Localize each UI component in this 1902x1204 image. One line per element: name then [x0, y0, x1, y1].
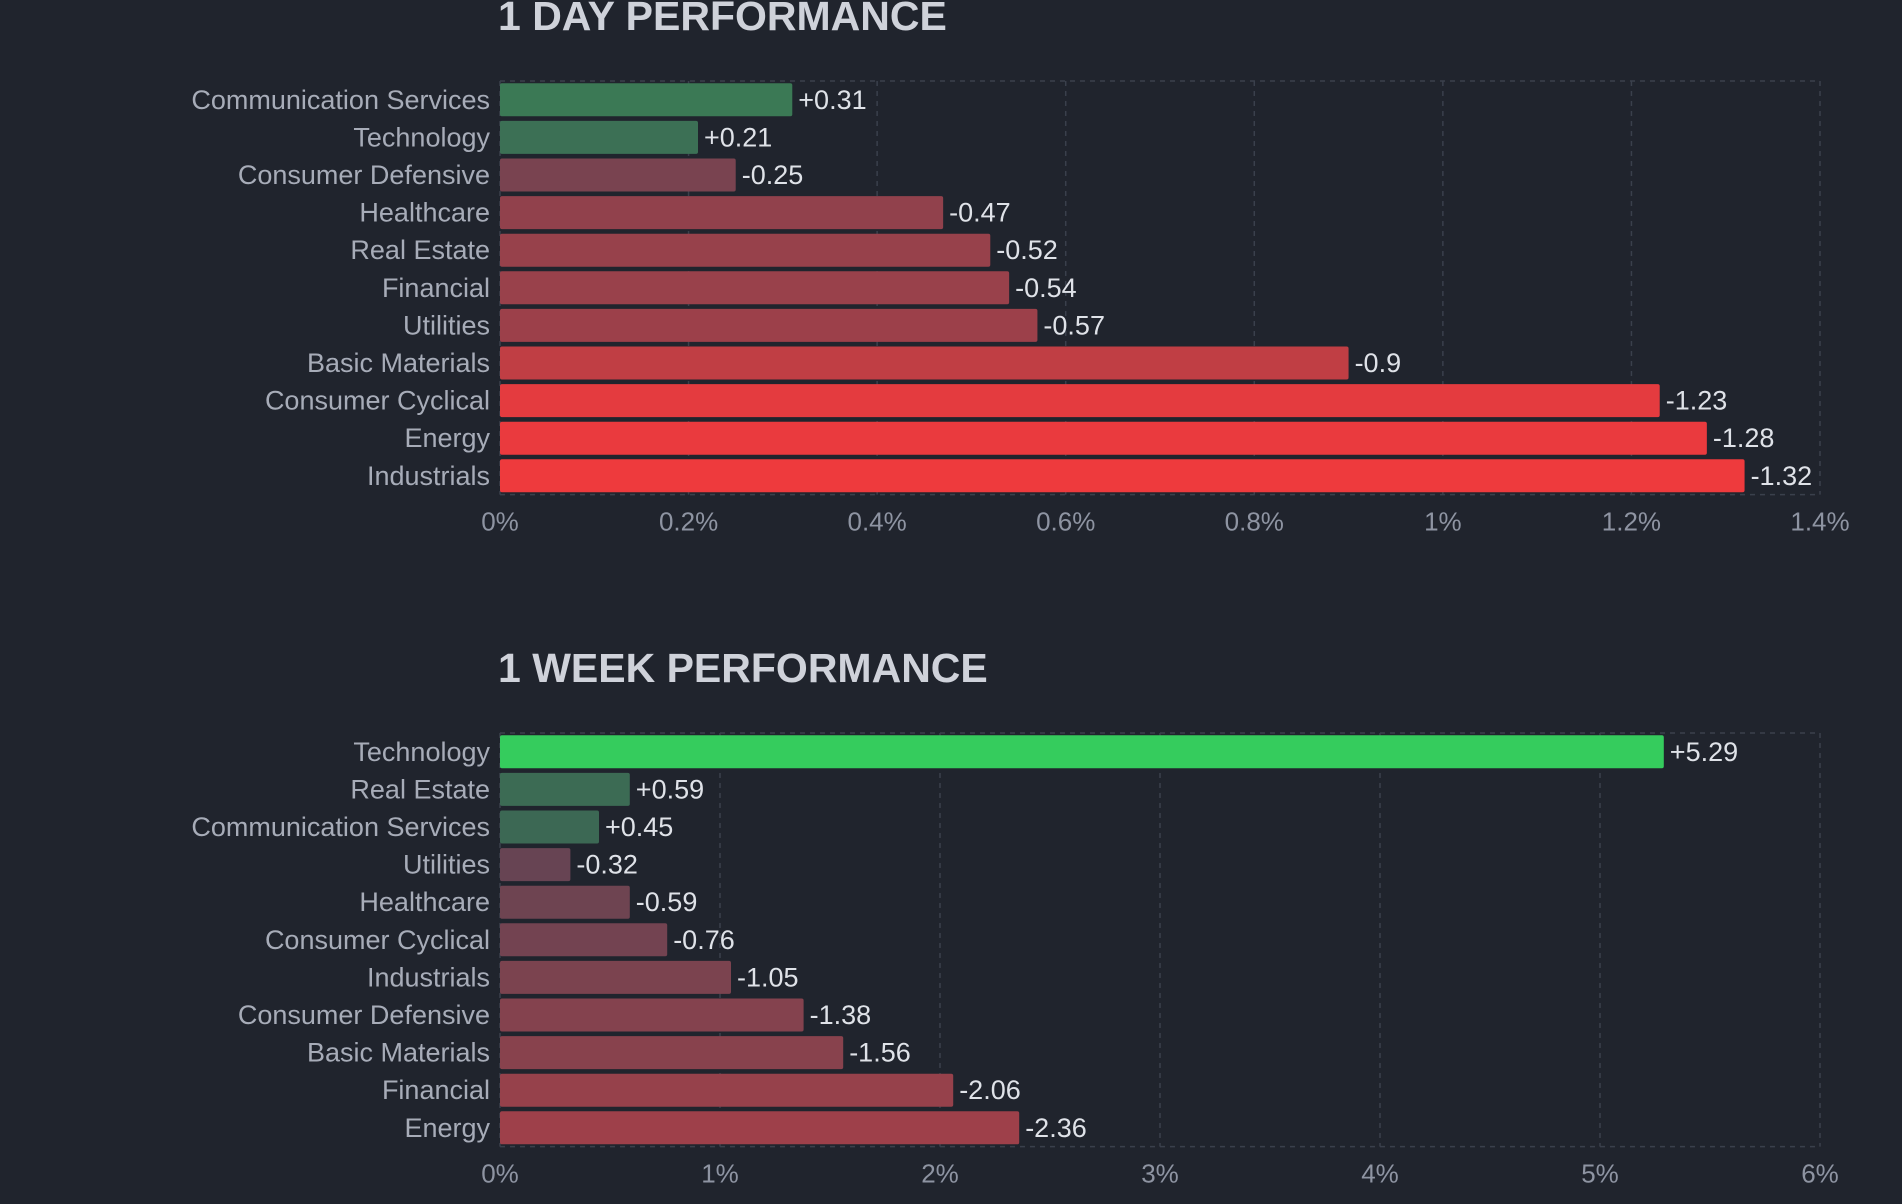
category-label: Healthcare: [359, 887, 490, 917]
bar[interactable]: [500, 923, 668, 957]
bar[interactable]: [500, 459, 1745, 493]
bar[interactable]: [500, 271, 1010, 305]
bars-layer: Communication Services +0.31 Technology +0.…: [191, 83, 1813, 493]
x-tick-label: 1.2%: [1602, 507, 1661, 537]
x-tick-label: 2%: [921, 1159, 959, 1189]
x-tick-label: 0%: [481, 1159, 519, 1189]
bar[interactable]: [500, 1073, 954, 1107]
bar[interactable]: [500, 1036, 844, 1070]
category-label: Utilities: [403, 310, 490, 340]
x-tick-label: 1.4%: [1790, 507, 1849, 537]
category-label: Technology: [353, 122, 490, 152]
category-label: Financial: [382, 1075, 490, 1105]
category-label: Real Estate: [350, 235, 490, 265]
value-label: -0.57: [1043, 310, 1105, 340]
x-tick-label: 3%: [1141, 1159, 1179, 1189]
value-label: -0.47: [949, 198, 1011, 228]
value-label: -0.25: [742, 160, 804, 190]
chart-title: 1 DAY PERFORMANCE: [498, 0, 947, 39]
bar[interactable]: [500, 772, 630, 806]
x-tick-label: 5%: [1581, 1159, 1619, 1189]
value-label: -1.38: [810, 1000, 872, 1030]
x-tick-label: 0.6%: [1036, 507, 1095, 537]
x-tick-label: 0%: [481, 507, 519, 537]
day-performance-chart: 1 DAY PERFORMANCE Communication Services…: [191, 0, 1849, 537]
value-label: +5.29: [1670, 737, 1738, 767]
category-label: Consumer Defensive: [238, 1000, 490, 1030]
category-label: Basic Materials: [307, 348, 490, 378]
bar[interactable]: [500, 421, 1707, 455]
category-label: Utilities: [403, 850, 490, 880]
category-label: Communication Services: [191, 85, 490, 115]
bar[interactable]: [500, 83, 793, 117]
value-label: -1.05: [737, 962, 799, 992]
value-label: -2.06: [959, 1075, 1021, 1105]
value-label: -1.28: [1713, 423, 1775, 453]
value-label: -0.52: [996, 235, 1058, 265]
category-label: Energy: [404, 423, 490, 453]
bar[interactable]: [500, 735, 1664, 769]
value-label: +0.45: [605, 812, 673, 842]
x-tick-label: 0.4%: [848, 507, 907, 537]
value-label: -2.36: [1025, 1113, 1087, 1143]
category-label: Consumer Cyclical: [265, 925, 490, 955]
bar[interactable]: [500, 1111, 1020, 1145]
x-tick-label: 0.2%: [659, 507, 718, 537]
value-label: -0.32: [576, 850, 638, 880]
bar[interactable]: [500, 998, 804, 1032]
grid-layer: [499, 732, 1821, 1148]
x-tick-label: 0.8%: [1225, 507, 1284, 537]
bar[interactable]: [500, 960, 731, 994]
value-label: -0.76: [673, 925, 735, 955]
value-label: -1.23: [1666, 386, 1728, 416]
category-label: Communication Services: [191, 812, 490, 842]
bar[interactable]: [500, 346, 1349, 380]
bar[interactable]: [500, 308, 1038, 342]
week-performance-chart: 1 WEEK PERFORMANCE Technology +5.29 Real E…: [191, 645, 1839, 1189]
bar[interactable]: [500, 158, 736, 192]
value-label: -1.32: [1751, 461, 1813, 491]
category-label: Technology: [353, 737, 490, 767]
x-axis: 0% 0.2% 0.4% 0.6% 0.8% 1% 1.2% 1.4%: [481, 507, 1849, 537]
category-label: Industrials: [367, 962, 490, 992]
value-label: -0.9: [1355, 348, 1402, 378]
bar[interactable]: [500, 848, 571, 882]
chart-title: 1 WEEK PERFORMANCE: [498, 645, 988, 691]
bar[interactable]: [500, 885, 630, 919]
x-tick-label: 6%: [1801, 1159, 1839, 1189]
bar[interactable]: [500, 233, 991, 267]
bars-layer: Technology +5.29 Real Estate +0.59 Communica…: [191, 735, 1738, 1145]
value-label: -0.54: [1015, 273, 1077, 303]
category-label: Consumer Defensive: [238, 160, 490, 190]
x-axis: 0% 1% 2% 3% 4% 5% 6%: [481, 1159, 1839, 1189]
category-label: Energy: [404, 1113, 490, 1143]
x-tick-label: 1%: [1424, 507, 1462, 537]
value-label: +0.59: [636, 774, 704, 804]
value-label: +0.21: [704, 122, 772, 152]
category-label: Consumer Cyclical: [265, 386, 490, 416]
value-label: -1.56: [849, 1038, 911, 1068]
category-label: Financial: [382, 273, 490, 303]
bar[interactable]: [500, 810, 599, 844]
x-tick-label: 4%: [1361, 1159, 1399, 1189]
value-label: +0.31: [798, 85, 866, 115]
category-label: Healthcare: [359, 198, 490, 228]
value-label: -0.59: [636, 887, 698, 917]
bar[interactable]: [500, 384, 1660, 418]
category-label: Industrials: [367, 461, 490, 491]
category-label: Real Estate: [350, 774, 490, 804]
category-label: Basic Materials: [307, 1038, 490, 1068]
x-tick-label: 1%: [701, 1159, 739, 1189]
bar[interactable]: [500, 196, 944, 230]
bar[interactable]: [500, 120, 698, 154]
